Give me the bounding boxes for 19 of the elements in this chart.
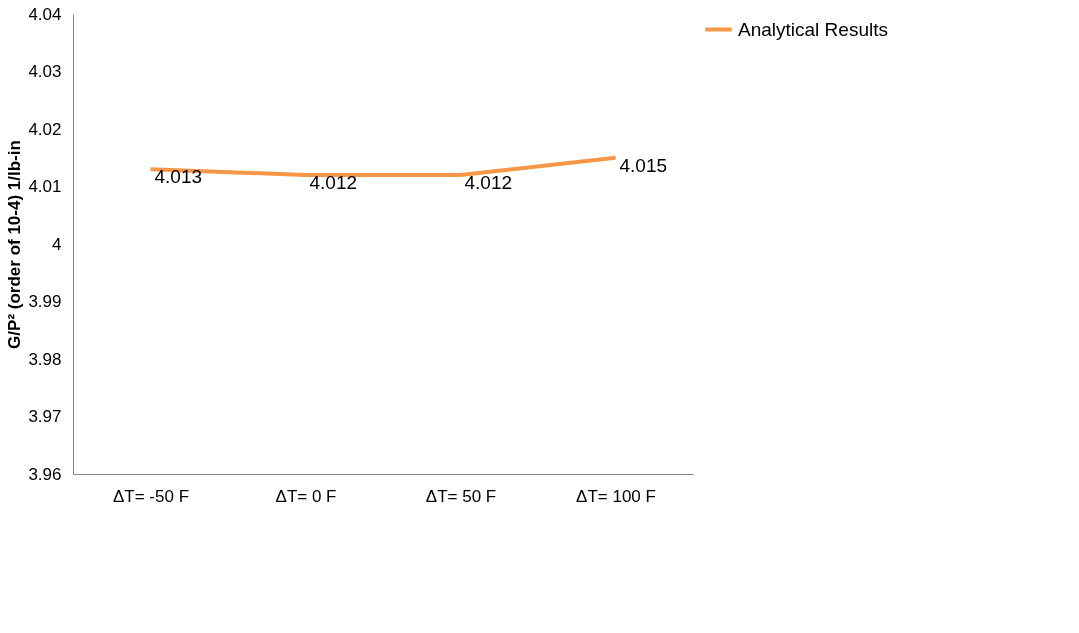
x-tick-label: ΔT= 100 F: [576, 486, 656, 506]
y-tick-label: 3.97: [28, 407, 62, 426]
data-label: 4.013: [154, 166, 203, 188]
y-tick-label: 3.98: [28, 349, 62, 369]
x-tick-label: ΔT= 0 F: [275, 486, 337, 506]
data-label: 4.012: [464, 172, 513, 193]
y-axis-title: G/P² (order of 10-4) 1/lb-in: [5, 140, 25, 349]
y-tick-label: 3.96: [28, 464, 62, 484]
y-tick-label: 4.01: [28, 177, 62, 196]
legend-label: Analytical Results: [738, 18, 888, 40]
y-tick-label: 4.02: [28, 119, 62, 139]
y-tick-label: 4.04: [28, 4, 62, 24]
x-tick-label: ΔT= 50 F: [425, 486, 497, 506]
y-tick-label: 4.03: [28, 62, 62, 81]
y-tick-label: 4: [52, 234, 62, 254]
y-tick-label: 3.99: [28, 292, 62, 311]
data-label: 4.012: [309, 172, 358, 193]
x-tick-label: ΔT= -50 F: [112, 486, 190, 506]
data-label: 4.015: [619, 154, 668, 176]
